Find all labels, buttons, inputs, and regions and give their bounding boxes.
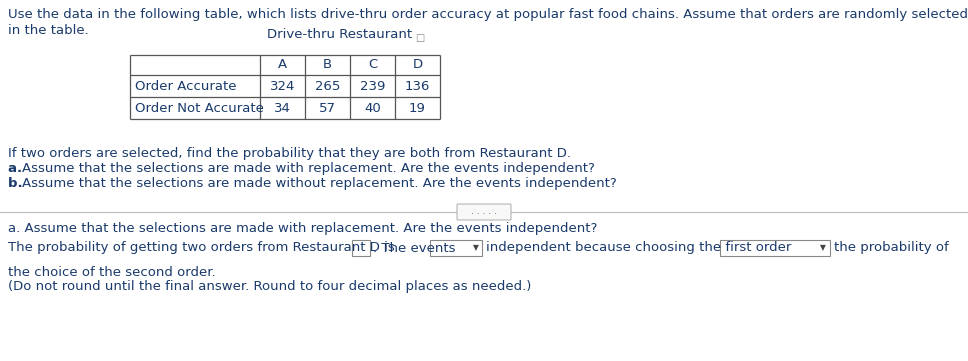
Text: Use the data in the following table, which lists drive-thru order accuracy at po: Use the data in the following table, whi…: [8, 8, 968, 21]
Text: Drive-thru Restaurant: Drive-thru Restaurant: [267, 28, 412, 41]
Text: 19: 19: [409, 101, 426, 114]
Bar: [352, 240, 370, 256]
Text: in the table.: in the table.: [8, 24, 89, 37]
Text: a. Assume that the selections are made with replacement. Are the events independ: a. Assume that the selections are made w…: [8, 222, 597, 235]
Text: 239: 239: [360, 79, 385, 92]
Text: ▼: ▼: [473, 244, 479, 252]
Text: 324: 324: [270, 79, 295, 92]
Text: The probability of getting two orders from Restaurant D is: The probability of getting two orders fr…: [8, 242, 395, 255]
Text: a.: a.: [8, 162, 27, 175]
Text: 265: 265: [315, 79, 340, 92]
Text: (Do not round until the final answer. Round to four decimal places as needed.): (Do not round until the final answer. Ro…: [8, 280, 531, 293]
Text: □: □: [415, 33, 424, 43]
Text: 40: 40: [364, 101, 380, 114]
Text: Assume that the selections are made without replacement. Are the events independ: Assume that the selections are made with…: [22, 177, 617, 190]
Text: D: D: [412, 58, 423, 71]
Text: ▼: ▼: [820, 244, 826, 252]
Text: A: A: [278, 58, 287, 71]
Text: the probability of: the probability of: [834, 242, 949, 255]
FancyBboxPatch shape: [457, 204, 511, 220]
Text: C: C: [368, 58, 378, 71]
Text: If two orders are selected, find the probability that they are both from Restaur: If two orders are selected, find the pro…: [8, 147, 571, 160]
Bar: [720, 240, 830, 256]
Text: Assume that the selections are made with replacement. Are the events independent: Assume that the selections are made with…: [22, 162, 595, 175]
Text: 57: 57: [319, 101, 336, 114]
Text: the choice of the second order.: the choice of the second order.: [8, 266, 216, 279]
Text: Order Accurate: Order Accurate: [135, 79, 236, 92]
Text: B: B: [323, 58, 332, 71]
Text: Order Not Accurate: Order Not Accurate: [135, 101, 264, 114]
Text: 136: 136: [405, 79, 430, 92]
Text: . The events: . The events: [373, 242, 456, 255]
Text: independent because choosing the first order: independent because choosing the first o…: [486, 242, 792, 255]
Text: b.: b.: [8, 177, 27, 190]
Text: 34: 34: [274, 101, 291, 114]
Text: . . . . .: . . . . .: [471, 208, 497, 217]
Bar: [430, 240, 482, 256]
